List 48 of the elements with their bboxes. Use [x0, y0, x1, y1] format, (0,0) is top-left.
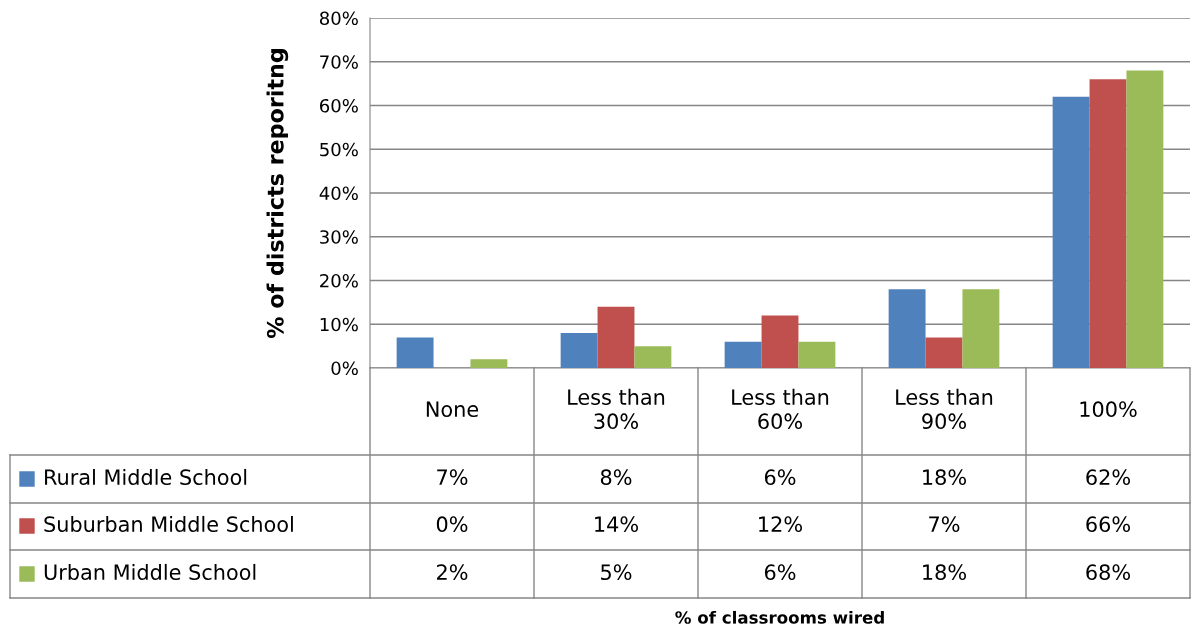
- text: 18%: [923, 469, 966, 486]
- bar: [597, 306, 635, 368]
- text: 66%: [1086, 516, 1130, 533]
- bar: [761, 315, 799, 368]
- text: 5%: [601, 564, 632, 581]
- legend-label: Urban Middle School: [44, 563, 256, 581]
- text: 6%: [764, 564, 796, 581]
- text: % of classrooms wired: [675, 610, 884, 624]
- y-tick-label: 0%: [331, 361, 358, 376]
- bar: [724, 341, 762, 368]
- y-tick-label: 40%: [319, 186, 358, 201]
- y-tick-label: 10%: [320, 317, 358, 332]
- bar: [396, 337, 434, 368]
- bar: [925, 337, 963, 368]
- text: 14%: [595, 516, 638, 533]
- x-tick-label: Less than 60%: [732, 388, 829, 430]
- bar: [798, 341, 836, 368]
- text: 12%: [759, 516, 802, 533]
- x-tick-label: Less than 30%: [568, 388, 665, 430]
- bar: [634, 346, 672, 368]
- text: 8%: [600, 469, 632, 486]
- text: 6%: [764, 469, 796, 486]
- x-tick-label: 100%: [1080, 401, 1137, 418]
- y-tick-label: 70%: [320, 55, 358, 69]
- bar: [962, 289, 1000, 368]
- bar: [470, 359, 508, 368]
- text: 62%: [1086, 469, 1130, 486]
- text: 2%: [437, 564, 468, 581]
- text: 0%: [436, 516, 468, 533]
- text: 68%: [1086, 564, 1130, 581]
- y-tick-label: 20%: [320, 273, 358, 288]
- y-tick-label: 60%: [320, 98, 358, 113]
- legend-label: Suburban Middle School: [44, 515, 293, 533]
- y-tick-label: 80%: [319, 11, 358, 26]
- bar: [1126, 70, 1164, 368]
- y-tick-label: 30%: [320, 230, 358, 244]
- bar: [560, 333, 598, 368]
- y-axis-title: % of districts reporitng: [266, 49, 289, 339]
- text: 7%: [929, 516, 960, 533]
- x-tick-label: None: [426, 401, 479, 418]
- bar: [1052, 96, 1090, 368]
- legend-label: Rural Middle School: [45, 468, 247, 486]
- text: 7%: [437, 469, 468, 486]
- text: 18%: [923, 564, 966, 581]
- bar: [888, 289, 926, 368]
- bar: [1089, 79, 1127, 368]
- x-tick-label: Less than 90%: [896, 388, 993, 430]
- y-tick-label: 50%: [320, 142, 358, 157]
